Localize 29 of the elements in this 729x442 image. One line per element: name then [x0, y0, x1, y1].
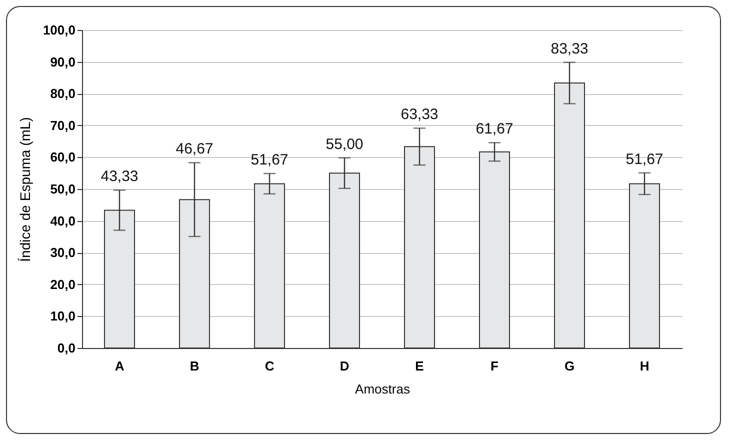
data-label: 51,67 — [626, 150, 664, 168]
x-tick-label: E — [415, 358, 424, 374]
y-tick-label: 10,0 — [50, 308, 76, 324]
y-tick-label: 80,0 — [50, 86, 76, 102]
y-tick-label: 90,0 — [50, 54, 76, 70]
y-tick-label: 70,0 — [50, 118, 76, 133]
y-tick-label: 100,0 — [42, 22, 76, 38]
x-tick-label: A — [114, 358, 125, 374]
y-tick-label: 60,0 — [50, 150, 76, 165]
data-label: 83,33 — [550, 40, 588, 58]
y-tick-label: 0,0 — [57, 340, 76, 356]
data-label: 46,67 — [176, 140, 214, 158]
data-label: 43,33 — [100, 168, 138, 186]
y-tick-label: 40,0 — [50, 213, 76, 228]
data-label: 63,33 — [400, 106, 438, 124]
y-tick-label: 50,0 — [50, 182, 76, 196]
y-tick-label: 30,0 — [50, 245, 76, 260]
y-tick-label: 20,0 — [50, 276, 76, 292]
data-label: 61,67 — [476, 120, 514, 138]
x-tick-label: D — [340, 358, 350, 374]
data-label: 55,00 — [326, 136, 364, 153]
x-tick-label: F — [490, 358, 499, 374]
x-tick-label: B — [190, 358, 200, 374]
data-label: 51,67 — [250, 152, 288, 169]
x-tick-label: G — [564, 358, 575, 374]
x-axis-title: Amostras — [355, 382, 410, 396]
x-tick-label: C — [264, 358, 275, 374]
y-axis-title: Índice de Espuma (mL) — [16, 117, 33, 262]
x-tick-label: H — [640, 358, 650, 374]
